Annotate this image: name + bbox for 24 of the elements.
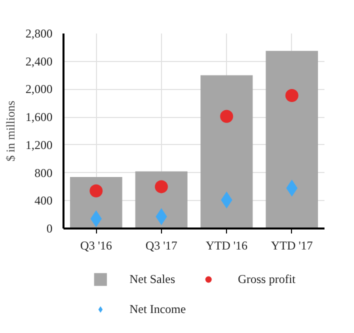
point xyxy=(285,88,298,102)
legend-label: Gross profit xyxy=(238,272,296,286)
bar xyxy=(70,176,122,228)
x-tick-label: Q3 '17 xyxy=(145,238,178,252)
y-tick-label: 1,600 xyxy=(26,110,52,124)
y-tick-label: 800 xyxy=(34,166,52,180)
y-tick-label: 2,800 xyxy=(26,26,52,40)
legend-label: Net Income xyxy=(130,302,186,316)
y-axis-title: $ in millions xyxy=(4,100,18,162)
bar xyxy=(135,171,188,228)
x-tick-label: YTD '16 xyxy=(206,238,248,252)
point xyxy=(90,184,103,198)
point xyxy=(154,180,168,194)
y-tick-label: 1,200 xyxy=(26,138,52,152)
legend-label: Net Sales xyxy=(130,272,176,286)
y-tick-label: 2,400 xyxy=(26,54,52,68)
bar xyxy=(266,50,318,228)
y-tick-label: 2,000 xyxy=(26,82,52,96)
point xyxy=(220,110,234,123)
y-tick-label: 400 xyxy=(34,194,52,208)
x-tick-label: YTD '17 xyxy=(270,238,313,252)
y-tick-label: 0 xyxy=(46,222,52,236)
bar xyxy=(200,75,253,228)
x-tick-label: Q3 '16 xyxy=(80,238,112,252)
